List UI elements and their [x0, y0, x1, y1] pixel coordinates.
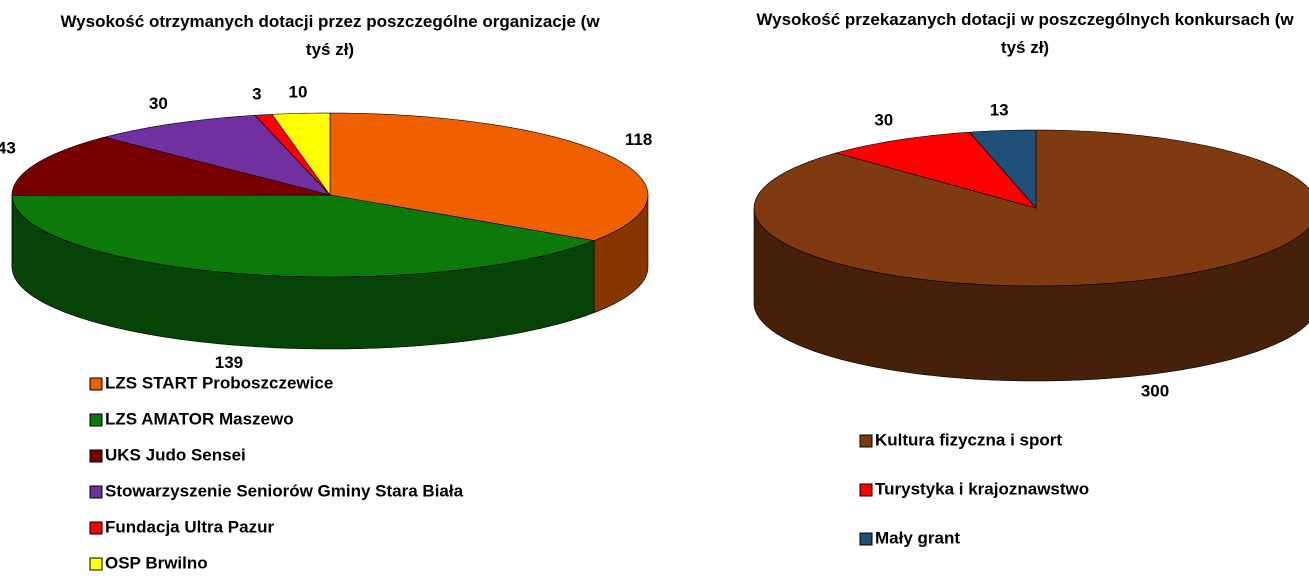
- pie-slice: [11, 194, 596, 278]
- data-label: 30: [149, 94, 168, 113]
- chart-title: Wysokość otrzymanych dotacji przez poszc…: [60, 12, 600, 59]
- legend-swatch: [89, 377, 103, 391]
- legend-label: OSP Brwilno: [105, 553, 208, 572]
- legend-swatch: [89, 485, 103, 499]
- legend-swatch: [859, 434, 873, 448]
- legend-swatch: [89, 521, 103, 535]
- pie-slice: [968, 129, 1037, 209]
- legend-swatch: [89, 557, 103, 571]
- legend-label: Stowarzyszenie Seniorów Gminy Stara Biał…: [105, 481, 464, 500]
- legend-label: LZS START Proboszczewice: [105, 373, 333, 392]
- data-label: 43: [0, 138, 16, 157]
- legend-label: Fundacja Ultra Pazur: [105, 517, 274, 536]
- data-label: 13: [990, 100, 1009, 119]
- pie-slice: [11, 136, 331, 196]
- legend-label: LZS AMATOR Maszewo: [105, 409, 294, 428]
- legend-swatch: [89, 449, 103, 463]
- pie-slice: [753, 129, 1309, 287]
- chart-title: Wysokość przekazanych dotacji w poszczeg…: [756, 10, 1294, 57]
- pie-slice: [271, 112, 331, 196]
- data-label: 30: [874, 111, 893, 130]
- pie-slice: [329, 112, 649, 241]
- legend-label: Mały grant: [875, 528, 960, 547]
- data-label: 10: [289, 83, 308, 102]
- data-label: 139: [215, 353, 243, 372]
- legend-label: UKS Judo Sensei: [105, 445, 246, 464]
- legend-swatch: [89, 413, 103, 427]
- legend-label: Turystyka i krajoznawstwo: [875, 479, 1089, 498]
- data-label: 3: [252, 84, 261, 103]
- data-label: 300: [1141, 382, 1169, 401]
- data-label: 118: [625, 130, 652, 149]
- legend-swatch: [859, 532, 873, 546]
- legend-swatch: [859, 483, 873, 497]
- legend-label: Kultura fizyczna i sport: [875, 430, 1062, 449]
